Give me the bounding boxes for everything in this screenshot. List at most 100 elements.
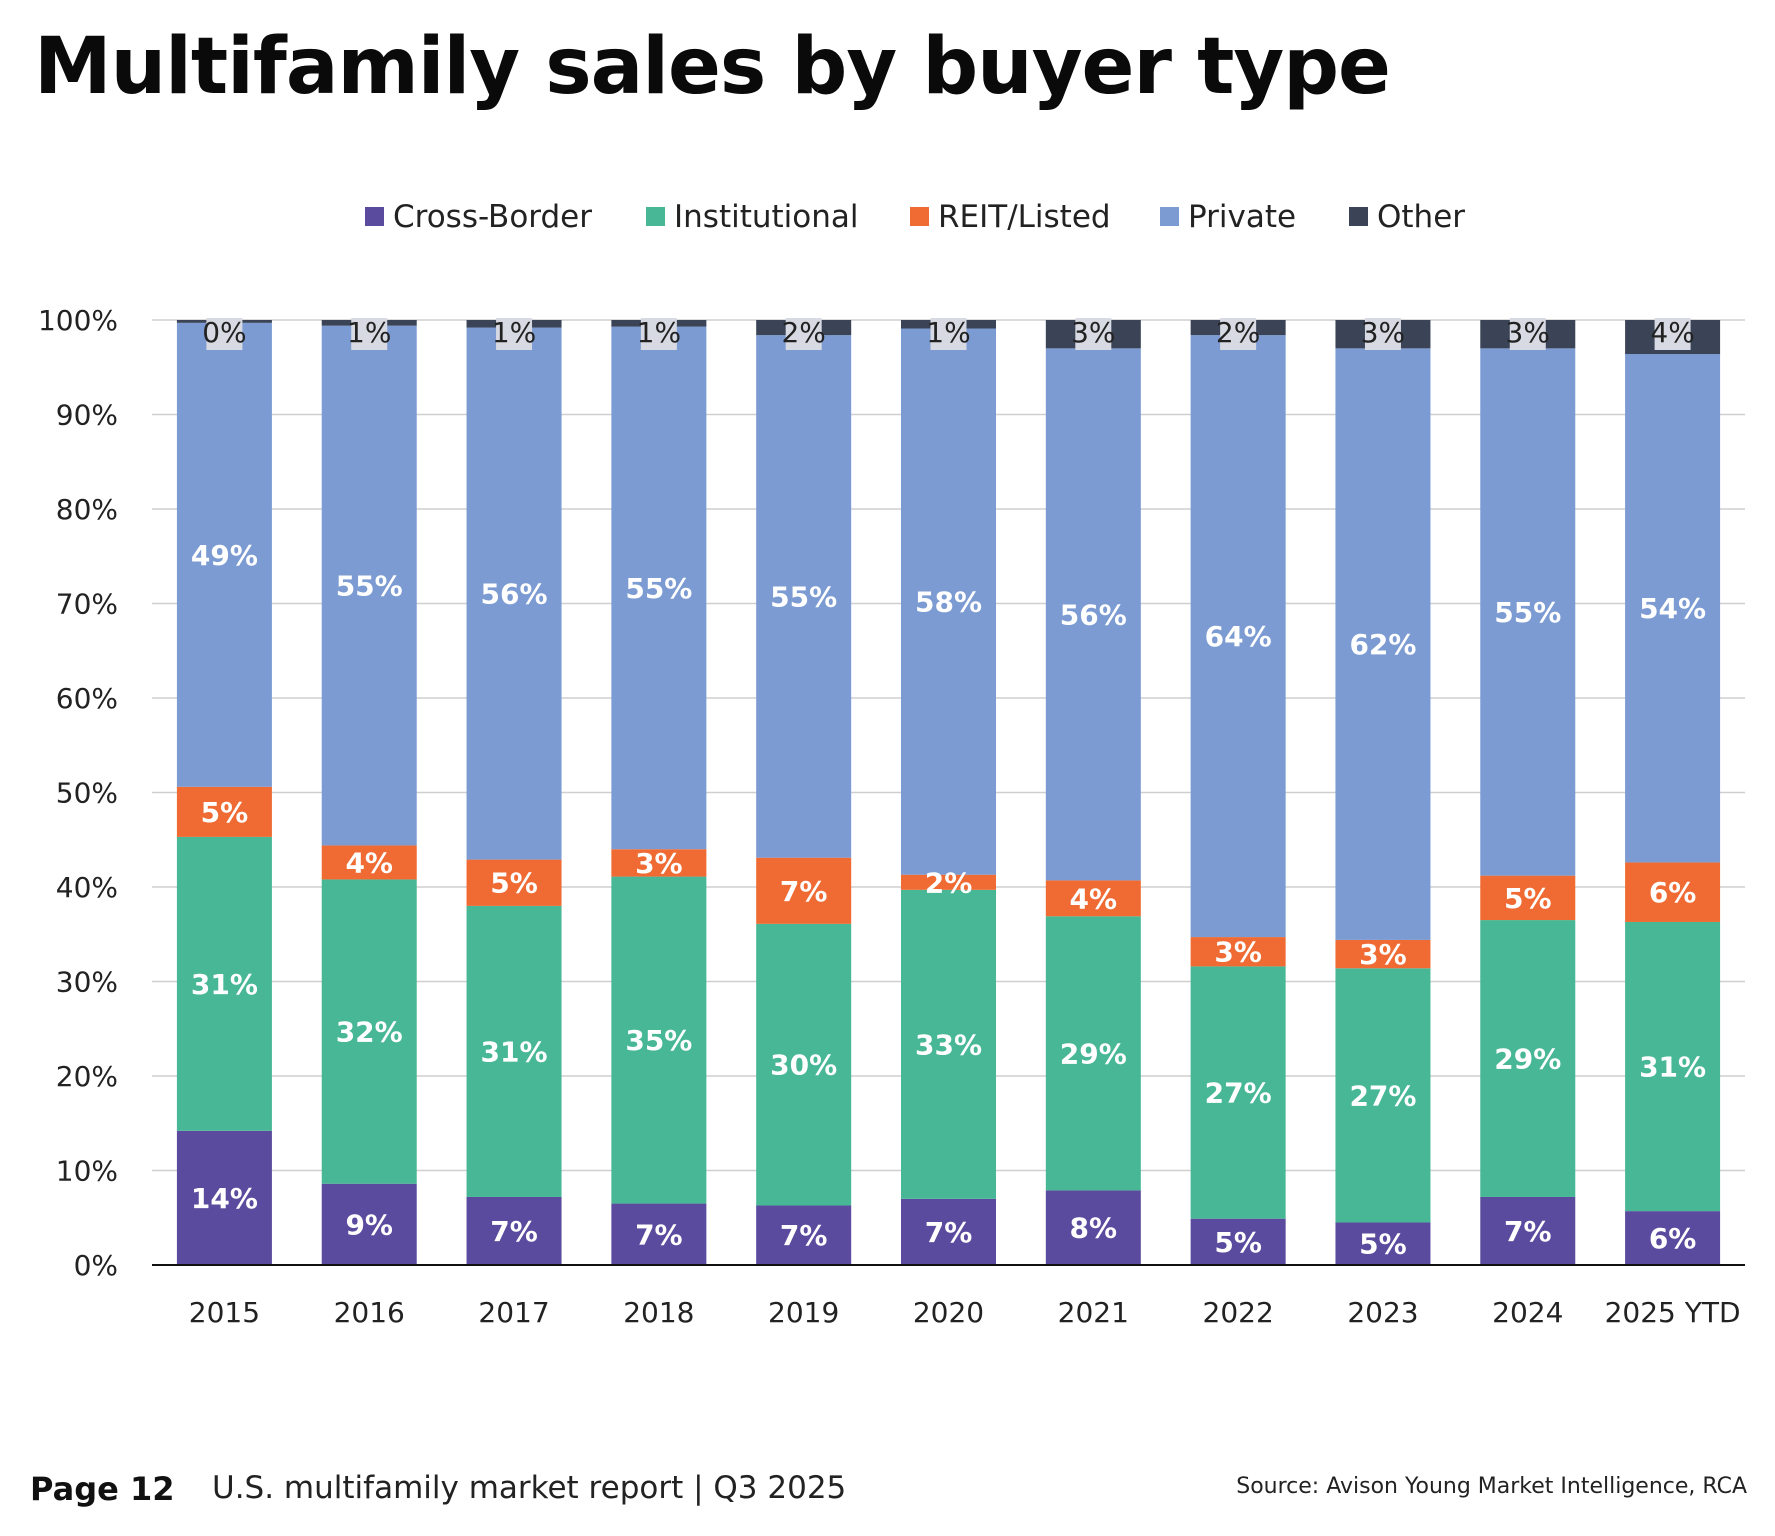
bar-reit-listed-2017 bbox=[466, 859, 562, 906]
bar-private-2017 bbox=[466, 327, 562, 860]
data-label-private: 56% bbox=[481, 578, 548, 611]
data-label-private: 62% bbox=[1349, 628, 1416, 661]
bar-reit-listed-2018 bbox=[611, 849, 707, 877]
bar-cross-border-2017 bbox=[466, 1196, 562, 1265]
other-label-box bbox=[206, 318, 243, 350]
data-label-institutional: 33% bbox=[915, 1028, 982, 1061]
data-label-private: 55% bbox=[1494, 596, 1561, 629]
source-note: Source: Avison Young Market Intelligence… bbox=[1236, 1474, 1747, 1499]
y-tick-label: 90% bbox=[56, 399, 118, 432]
bar-institutional-2016 bbox=[321, 879, 417, 1184]
other-label-box bbox=[1075, 318, 1112, 350]
legend-swatch-institutional bbox=[646, 207, 665, 226]
bar-cross-border-2018 bbox=[611, 1203, 707, 1265]
bar-reit-listed-2019 bbox=[756, 857, 852, 924]
bar-institutional-2024 bbox=[1480, 920, 1576, 1197]
bar-private-2024 bbox=[1480, 348, 1576, 876]
y-tick-label: 20% bbox=[56, 1060, 118, 1093]
x-tick-label: 2020 bbox=[913, 1296, 984, 1329]
data-label-reit-listed: 4% bbox=[1070, 882, 1118, 915]
bar-private-2015 bbox=[176, 322, 272, 787]
data-label-other: 2% bbox=[781, 316, 825, 349]
data-label-reit-listed: 3% bbox=[1214, 936, 1262, 969]
legend-label: Other bbox=[1377, 199, 1465, 235]
bar-cross-border-2024 bbox=[1480, 1196, 1576, 1265]
bar-reit-listed-2021 bbox=[1045, 880, 1141, 917]
data-label-private: 56% bbox=[1060, 598, 1127, 631]
bar-reit-listed-2015 bbox=[176, 786, 272, 837]
data-label-cross-border: 8% bbox=[1070, 1212, 1118, 1245]
other-label-box bbox=[930, 318, 967, 350]
y-tick-label: 0% bbox=[74, 1249, 118, 1282]
bar-cross-border-2021 bbox=[1045, 1190, 1141, 1265]
bar-institutional-2017 bbox=[466, 905, 562, 1197]
data-label-reit-listed: 2% bbox=[925, 866, 973, 899]
data-label-private: 64% bbox=[1205, 620, 1272, 653]
bar-private-2019 bbox=[756, 335, 852, 858]
bar-private-2022 bbox=[1190, 335, 1286, 938]
data-label-institutional: 29% bbox=[1494, 1043, 1561, 1076]
bar-institutional-2020 bbox=[901, 889, 996, 1199]
data-label-other: 1% bbox=[926, 316, 970, 349]
data-label-cross-border: 9% bbox=[345, 1208, 393, 1241]
legend-swatch-other bbox=[1349, 207, 1368, 226]
data-label-cross-border: 7% bbox=[490, 1215, 538, 1248]
data-label-private: 55% bbox=[625, 572, 692, 605]
data-label-private: 55% bbox=[336, 570, 403, 603]
data-label-reit-listed: 3% bbox=[635, 847, 683, 880]
y-tick-label: 30% bbox=[56, 966, 118, 999]
bar-cross-border-2020 bbox=[901, 1198, 996, 1265]
data-label-cross-border: 7% bbox=[635, 1218, 683, 1251]
data-label-private: 49% bbox=[191, 539, 258, 572]
data-label-other: 2% bbox=[1216, 316, 1260, 349]
data-label-other: 3% bbox=[1071, 316, 1115, 349]
bar-reit-listed-2025-ytd bbox=[1625, 862, 1721, 922]
bar-institutional-2025-ytd bbox=[1625, 921, 1721, 1212]
data-label-institutional: 32% bbox=[336, 1016, 403, 1049]
chart-title: Multifamily sales by buyer type bbox=[34, 22, 1391, 112]
legend-swatch-cross-border bbox=[365, 207, 384, 226]
other-label-box bbox=[496, 318, 533, 350]
data-label-cross-border: 14% bbox=[191, 1182, 258, 1215]
bar-cross-border-2019 bbox=[756, 1205, 852, 1265]
y-tick-label: 50% bbox=[56, 777, 118, 810]
data-label-reit-listed: 7% bbox=[780, 875, 828, 908]
y-tick-label: 40% bbox=[56, 871, 118, 904]
x-tick-label: 2018 bbox=[623, 1296, 694, 1329]
data-label-reit-listed: 5% bbox=[201, 796, 249, 829]
data-label-reit-listed: 5% bbox=[1504, 882, 1552, 915]
other-label-box bbox=[1364, 318, 1401, 350]
data-label-other: 0% bbox=[202, 316, 246, 349]
data-label-reit-listed: 4% bbox=[345, 846, 393, 879]
data-label-private: 58% bbox=[915, 586, 982, 619]
data-label-institutional: 31% bbox=[481, 1035, 548, 1068]
other-label-box bbox=[1509, 318, 1546, 350]
x-tick-label: 2015 bbox=[189, 1296, 260, 1329]
bar-institutional-2018 bbox=[611, 876, 707, 1204]
y-tick-label: 80% bbox=[56, 493, 118, 526]
bar-cross-border-2016 bbox=[321, 1183, 417, 1265]
bar-private-2021 bbox=[1045, 348, 1141, 881]
legend-swatch-private bbox=[1160, 207, 1179, 226]
report-title: U.S. multifamily market report | Q3 2025 bbox=[212, 1470, 847, 1506]
data-label-other: 1% bbox=[492, 316, 536, 349]
bar-institutional-2022 bbox=[1190, 966, 1286, 1219]
x-tick-label: 2016 bbox=[334, 1296, 405, 1329]
other-label-box bbox=[351, 318, 388, 350]
x-tick-label: 2017 bbox=[478, 1296, 549, 1329]
legend-label: Cross-Border bbox=[393, 199, 592, 235]
y-tick-label: 70% bbox=[56, 588, 118, 621]
x-tick-label: 2023 bbox=[1347, 1296, 1418, 1329]
other-label-box bbox=[640, 318, 677, 350]
legend-swatch-reit-listed bbox=[910, 207, 929, 226]
data-label-cross-border: 6% bbox=[1649, 1222, 1697, 1255]
bar-cross-border-2022 bbox=[1190, 1218, 1286, 1265]
data-label-institutional: 35% bbox=[625, 1024, 692, 1057]
bar-cross-border-2025-ytd bbox=[1625, 1211, 1721, 1265]
data-label-institutional: 31% bbox=[1639, 1051, 1706, 1084]
x-tick-label: 2022 bbox=[1203, 1296, 1274, 1329]
data-label-cross-border: 5% bbox=[1214, 1226, 1262, 1259]
legend-label: Institutional bbox=[674, 199, 859, 235]
data-label-other: 1% bbox=[637, 316, 681, 349]
bar-cross-border-2023 bbox=[1335, 1222, 1431, 1265]
